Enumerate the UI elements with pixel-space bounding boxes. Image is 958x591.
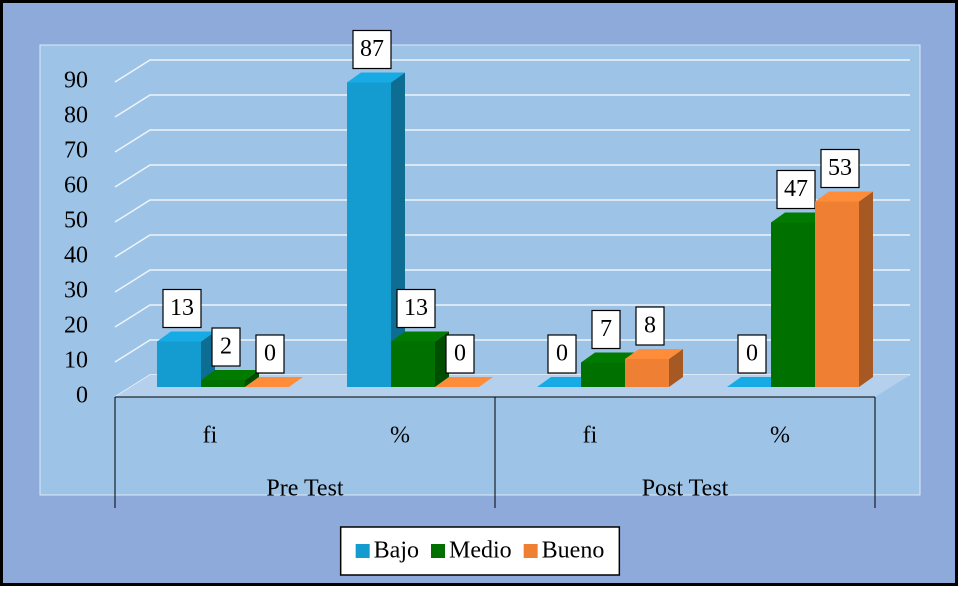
grid-line [114,304,910,328]
bar-top [157,331,215,342]
bar-front [771,222,815,387]
bar-top [625,349,683,359]
floor [115,375,910,397]
value-label-box [396,288,436,329]
bar [537,377,595,387]
value-label-box [162,288,202,329]
y-tick-label: 50 [64,208,88,234]
bar-top [581,352,639,363]
grid-line [114,234,910,258]
x-tick-label: % [770,423,790,449]
value-label-box [211,327,241,367]
bar-side [669,349,683,387]
grid-line [114,164,910,188]
bar-front [625,359,669,387]
legend-swatch [523,544,538,558]
value-label-box [445,334,475,374]
value-label: 53 [828,155,852,181]
bar-front [347,82,391,387]
value-label-box [255,334,285,374]
bar-top [815,191,873,202]
value-label: 0 [556,341,568,367]
value-label: 47 [784,176,808,202]
y-tick-label: 20 [64,313,88,339]
bar [157,331,215,387]
bar [625,349,683,387]
bar-top [435,377,493,387]
bar-top [245,377,303,387]
group-label: Post Test [642,476,729,502]
value-label-box [737,334,767,374]
legend-swatch [355,544,370,558]
bar [347,72,405,387]
y-tick-label: 10 [64,348,88,374]
value-label-box [352,29,392,70]
bar-front [815,201,859,387]
x-tick-label: % [390,423,410,449]
legend: Bajo Medio Bueno [339,526,621,576]
x-tick-label: fi [583,423,598,449]
legend-label: Medio [449,538,512,564]
y-tick-label: 60 [64,173,88,199]
y-tick-label: 0 [76,383,88,409]
value-label: 2 [220,334,232,360]
y-tick-label: 80 [64,103,88,129]
bar [201,370,259,387]
bar-front [201,380,245,387]
bar-front [391,341,435,387]
bar-front [157,341,201,387]
bar [245,377,303,387]
grid-line [114,59,910,83]
value-label: 87 [360,36,384,62]
bar-top [347,72,405,83]
grid-line [114,129,910,153]
legend-swatch [430,544,445,558]
bar [435,377,493,387]
grid-line [114,94,910,118]
y-tick-label: 90 [64,68,88,94]
grid-line [114,269,910,293]
value-label-box [591,309,621,350]
bar-top [727,377,785,387]
legend-box [339,526,621,576]
y-tick-label: 70 [64,138,88,164]
value-label: 0 [264,341,276,367]
value-label-box [635,306,665,346]
value-label: 13 [404,295,428,321]
value-label-box [820,148,860,189]
value-label-box [547,334,577,374]
bar [391,331,449,387]
value-label: 0 [454,341,466,367]
value-label: 8 [644,313,656,339]
bar-front [581,362,625,387]
bar [727,377,785,387]
bar-side [245,370,259,387]
value-label: 7 [600,316,612,342]
legend-label: Bueno [542,538,605,564]
group-label: Pre Test [266,476,344,502]
y-tick-label: 30 [64,278,88,304]
bar [815,191,873,387]
y-tick-label: 40 [64,243,88,269]
bar-top [537,377,595,387]
grid-line [114,199,910,223]
x-tick-label: fi [203,423,218,449]
bar-side [859,191,873,387]
bar-top [201,370,259,380]
value-label: 13 [170,295,194,321]
value-label-box [776,169,816,210]
bar-top [391,331,449,342]
value-label: 0 [746,341,758,367]
bar-top [771,212,829,223]
legend-label: Bajo [374,538,419,564]
